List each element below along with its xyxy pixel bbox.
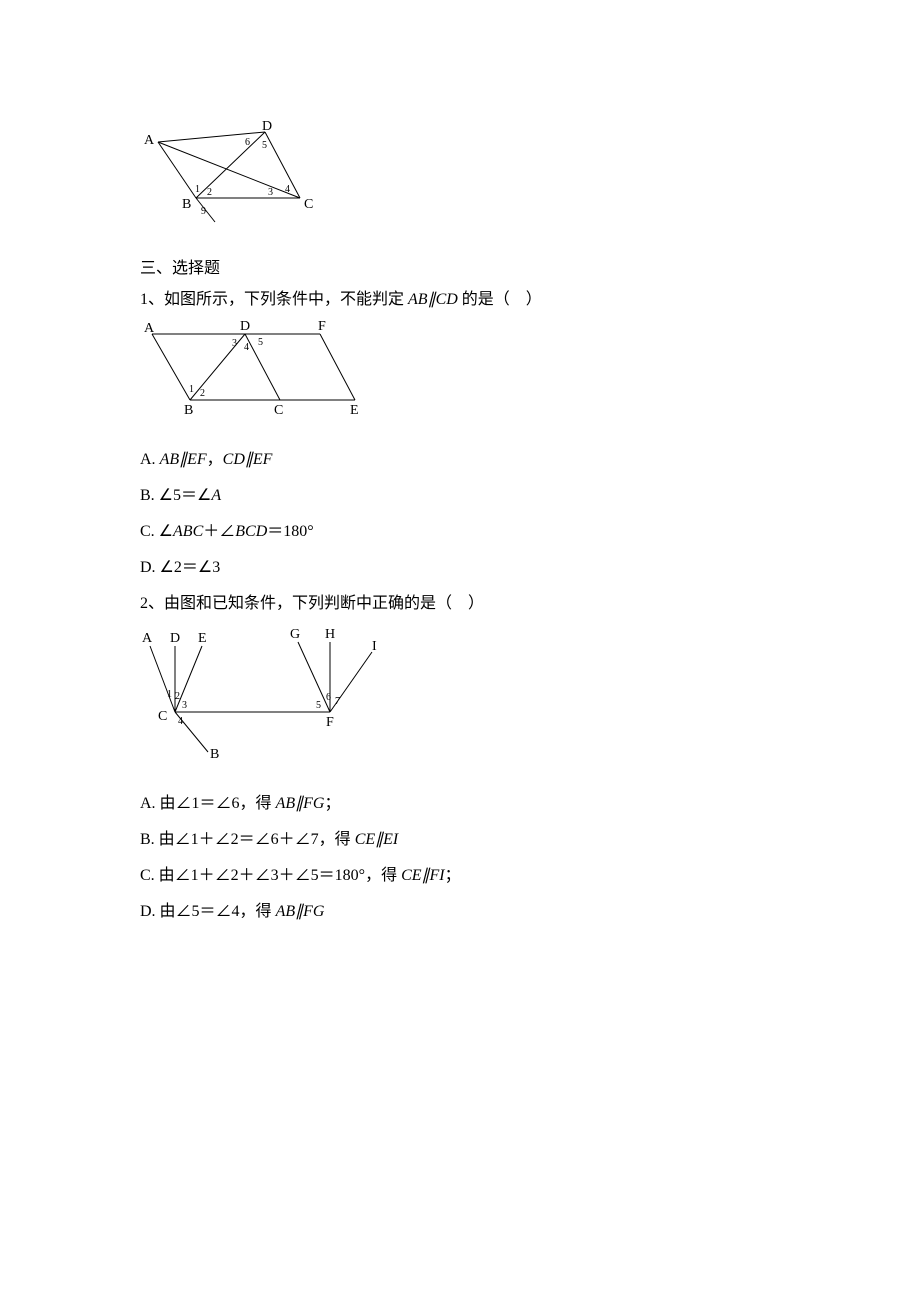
- q1-optA-e1: AB∥EF: [160, 451, 207, 468]
- num-9: 9: [201, 206, 206, 217]
- q2-num-1: 1: [167, 689, 172, 700]
- figure-q1-svg: A D F B C E 1 2 3 4 5: [140, 320, 370, 420]
- q2-optD-pre: D. 由∠5＝∠4，得: [140, 903, 276, 920]
- q1-optA-pre: A.: [140, 451, 160, 468]
- q2-num-2: 2: [175, 691, 180, 702]
- q2-label-C: C: [158, 709, 167, 724]
- q2-optC-post: ；: [445, 867, 461, 884]
- q2-label-A: A: [142, 631, 153, 646]
- q1-optB-pre: B. ∠5＝∠: [140, 487, 211, 504]
- q2-optD-e: AB∥FG: [276, 903, 325, 920]
- q1-optC-v1: ABC: [173, 523, 203, 540]
- q2-optA-pre: A. 由∠1＝∠6，得: [140, 795, 276, 812]
- q2-optA-post: ；: [324, 795, 340, 812]
- num-5: 5: [262, 140, 267, 151]
- figure-q2-svg: A D E C B G H I F 1 2 3 4 5 6 7: [140, 624, 400, 764]
- figure-1: A B C D 1 2 3 4 5 6 9: [140, 120, 780, 230]
- q2-optC: C. 由∠1＋∠2＋∠3＋∠5＝180°，得 CE∥FI；: [140, 860, 780, 892]
- q1-optA-e2: CD∥EF: [223, 451, 273, 468]
- figure-q2: A D E C B G H I F 1 2 3 4 5 6 7: [140, 624, 780, 764]
- figure-q1: A D F B C E 1 2 3 4 5: [140, 320, 780, 420]
- q1-stem-pre: 1、如图所示，下列条件中，不能判定: [140, 291, 408, 308]
- q1-optC-v2: BCD: [235, 523, 267, 540]
- q2-label-H: H: [325, 627, 335, 642]
- q1-optC-pre: C. ∠: [140, 523, 173, 540]
- q2-num-7: 7: [335, 696, 340, 707]
- q1-optC: C. ∠ABC＋∠BCD＝180°: [140, 516, 780, 548]
- label-B: B: [182, 197, 191, 212]
- num-3: 3: [268, 187, 273, 198]
- q1-optA: A. AB∥EF，CD∥EF: [140, 444, 780, 476]
- q2-stem: 2、由图和已知条件，下列判断中正确的是（ ）: [140, 588, 780, 620]
- label-D: D: [262, 120, 272, 134]
- page: A B C D 1 2 3 4 5 6 9 三、选择题 1、如图所示，下列条件中…: [0, 0, 920, 1012]
- q2-label-B: B: [210, 747, 219, 762]
- q2-label-D: D: [170, 631, 180, 646]
- q1-optD: D. ∠2＝∠3: [140, 552, 780, 584]
- figure-1-svg: A B C D 1 2 3 4 5 6 9: [140, 120, 330, 230]
- q2-optB: B. 由∠1＋∠2＝∠6＋∠7，得 CE∥EI: [140, 824, 780, 856]
- q2-num-6: 6: [326, 692, 331, 703]
- q2-num-3: 3: [182, 700, 187, 711]
- label-A: A: [144, 133, 155, 148]
- q1-num-1: 1: [189, 384, 194, 395]
- q1-stem-expr: AB∥CD: [408, 291, 458, 308]
- q2-optD: D. 由∠5＝∠4，得 AB∥FG: [140, 896, 780, 928]
- q1-optB: B. ∠5＝∠A: [140, 480, 780, 512]
- q1-label-D: D: [240, 320, 250, 334]
- q1-label-A: A: [144, 321, 155, 336]
- num-6: 6: [245, 137, 250, 148]
- q2-label-I: I: [372, 639, 377, 654]
- q1-label-C: C: [274, 403, 283, 418]
- q1-label-B: B: [184, 403, 193, 418]
- q2-num-4: 4: [178, 716, 183, 727]
- q2-optB-pre: B. 由∠1＋∠2＝∠6＋∠7，得: [140, 831, 355, 848]
- q2-label-G: G: [290, 627, 300, 642]
- q2-optA: A. 由∠1＝∠6，得 AB∥FG；: [140, 788, 780, 820]
- q1-num-5: 5: [258, 337, 263, 348]
- q2-optC-pre: C. 由∠1＋∠2＋∠3＋∠5＝180°，得: [140, 867, 401, 884]
- q2-optA-e: AB∥FG: [276, 795, 325, 812]
- q1-num-3: 3: [232, 338, 237, 349]
- num-1: 1: [195, 184, 200, 195]
- q2-label-E: E: [198, 631, 207, 646]
- q1-label-F: F: [318, 320, 326, 334]
- q1-optB-var: A: [211, 487, 221, 504]
- num-2: 2: [207, 187, 212, 198]
- q1-optA-mid: ，: [207, 451, 223, 468]
- q1-label-E: E: [350, 403, 359, 418]
- q2-num-5: 5: [316, 700, 321, 711]
- section-title: 三、选择题: [140, 254, 780, 278]
- q2-optC-e: CE∥FI: [401, 867, 445, 884]
- q1-stem: 1、如图所示，下列条件中，不能判定 AB∥CD 的是（ ）: [140, 284, 780, 316]
- label-C: C: [304, 197, 313, 212]
- q1-num-2: 2: [200, 388, 205, 399]
- q1-optC-mid: ＋∠: [203, 523, 235, 540]
- q1-optC-post: ＝180°: [267, 523, 313, 540]
- q1-stem-post: 的是（ ）: [458, 291, 542, 308]
- num-4: 4: [285, 184, 290, 195]
- q1-num-4: 4: [244, 342, 249, 353]
- q2-optB-e: CE∥EI: [355, 831, 399, 848]
- q2-label-F: F: [326, 715, 334, 730]
